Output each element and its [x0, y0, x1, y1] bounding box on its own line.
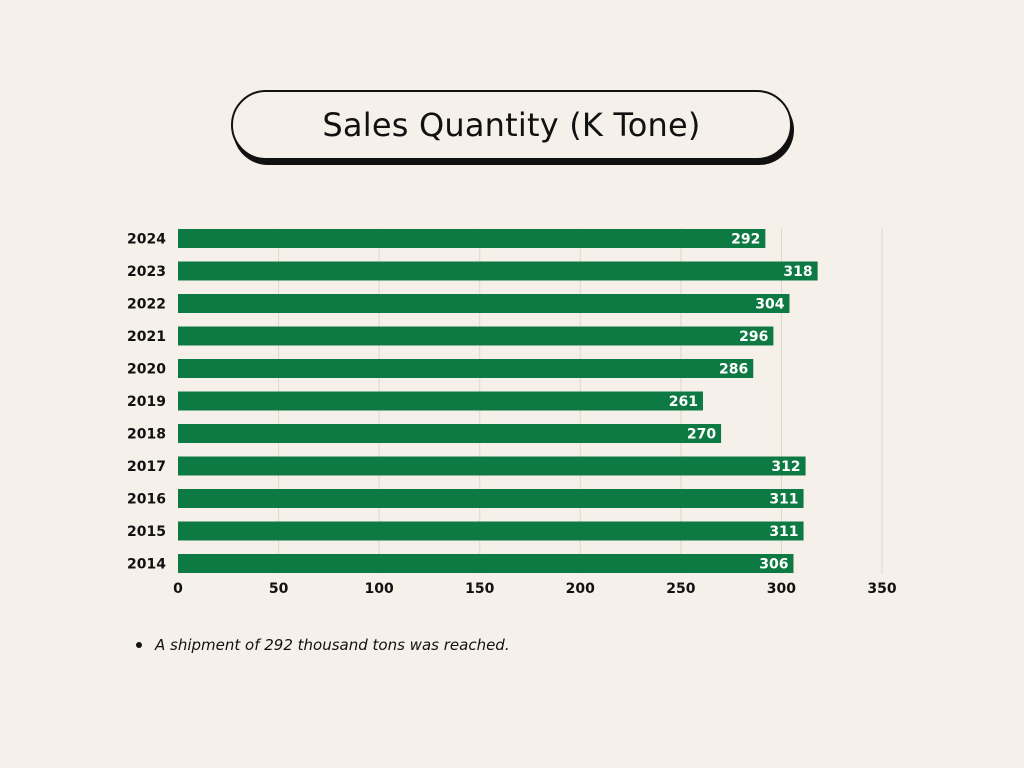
- y-tick-label: 2023: [127, 264, 166, 280]
- bar: [178, 294, 790, 313]
- bar: [178, 326, 774, 346]
- x-tick-label: 350: [867, 581, 896, 597]
- data-label: 286: [719, 362, 748, 378]
- x-tick-label: 200: [566, 581, 595, 597]
- y-tick-label: 2022: [127, 297, 166, 313]
- x-tick-label: 100: [365, 581, 394, 597]
- bar: [178, 521, 804, 541]
- bars: [178, 229, 818, 573]
- chart-title: Sales Quantity (K Tone): [322, 106, 701, 144]
- y-tick-label: 2024: [127, 232, 166, 248]
- data-label: 304: [755, 297, 784, 313]
- y-tick-label: 2019: [127, 394, 166, 410]
- bar: [178, 456, 806, 476]
- y-tick-label: 2018: [127, 427, 166, 443]
- y-tick-label: 2021: [127, 329, 166, 345]
- data-label: 311: [769, 492, 798, 508]
- x-tick-label: 250: [666, 581, 695, 597]
- y-tick-label: 2014: [127, 557, 166, 573]
- note: A shipment of 292 thousand tons was reac…: [136, 636, 510, 654]
- data-label: 318: [783, 264, 812, 280]
- data-label: 311: [769, 524, 798, 540]
- data-label: 261: [669, 394, 698, 410]
- data-label: 270: [687, 427, 716, 443]
- bar: [178, 229, 766, 248]
- y-tick-label: 2016: [127, 492, 166, 508]
- x-tick-label: 150: [465, 581, 494, 597]
- y-tick-label: 2020: [127, 362, 166, 378]
- bullet-icon: [136, 642, 142, 648]
- x-tick-label: 300: [767, 581, 796, 597]
- bar: [178, 261, 818, 281]
- note-text: A shipment of 292 thousand tons was reac…: [155, 636, 510, 654]
- data-label: 292: [731, 232, 760, 248]
- bar: [178, 391, 703, 411]
- y-tick-label: 2017: [127, 459, 166, 475]
- title-pill: Sales Quantity (K Tone): [231, 90, 792, 160]
- chart-title-container: Sales Quantity (K Tone): [231, 90, 794, 165]
- data-label: 306: [759, 557, 788, 573]
- x-tick-label: 0: [173, 581, 183, 597]
- bar: [178, 359, 754, 378]
- data-label: 296: [739, 329, 768, 345]
- y-tick-label: 2015: [127, 524, 166, 540]
- x-axis-labels: 0 50 100 150 200 250 300 350: [173, 581, 897, 597]
- data-labels: 292 318 304 296 286 261 270 312 311 311 306: [669, 232, 813, 573]
- bar: [178, 424, 722, 443]
- bar: [178, 489, 804, 508]
- bar: [178, 554, 794, 573]
- y-axis-labels: 2024 2023 2022 2021 2020 2019 2018 2017 2016 2015…: [127, 232, 166, 573]
- data-label: 312: [771, 459, 800, 475]
- x-tick-label: 50: [269, 581, 289, 597]
